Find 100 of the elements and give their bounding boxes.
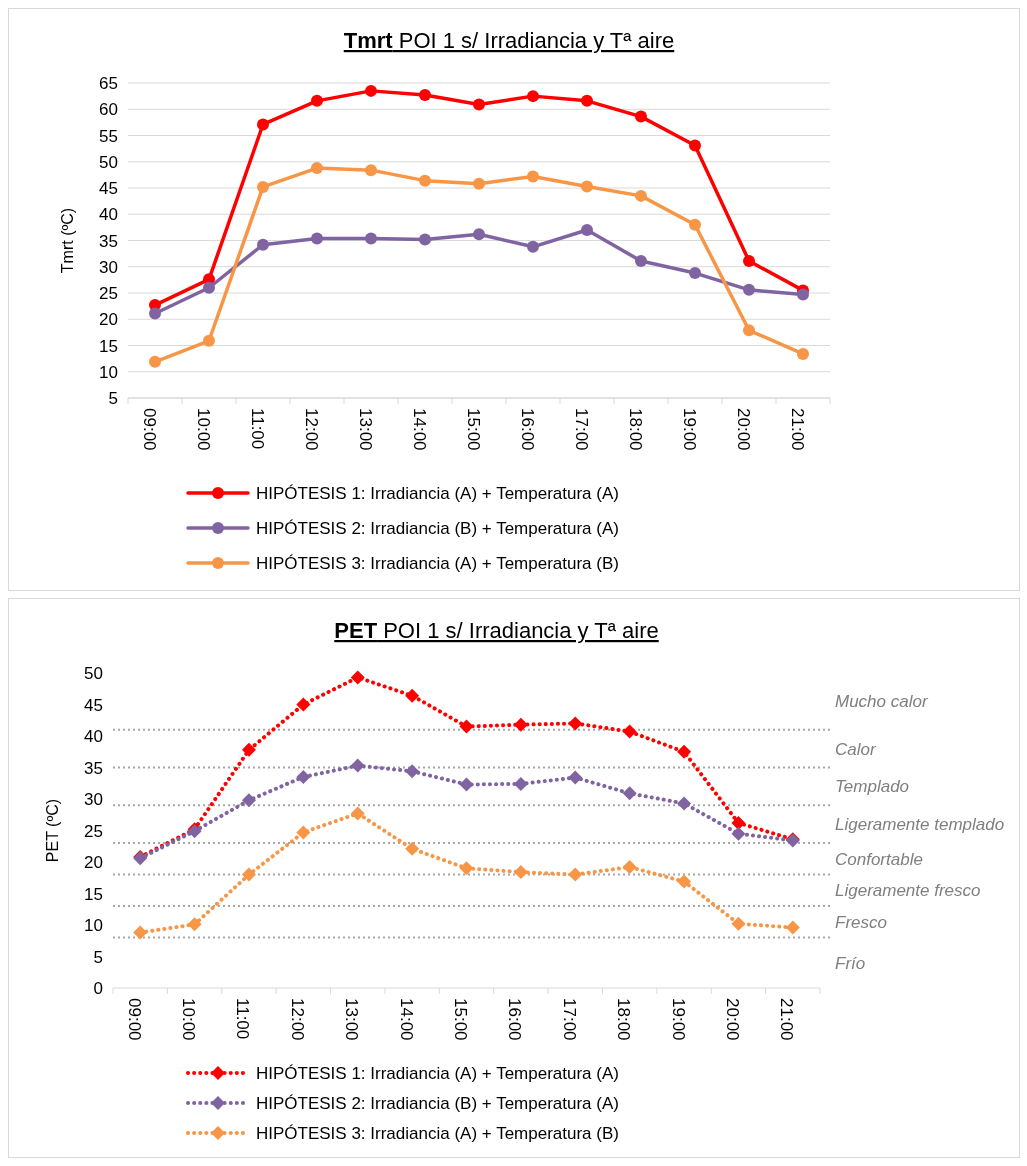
x-tick-label: 14:00: [409, 408, 429, 451]
y-tick-label: 45: [99, 179, 118, 198]
point: [731, 815, 746, 830]
point: [622, 860, 637, 875]
point: [473, 228, 485, 241]
point: [527, 90, 539, 103]
x-tick-label: 12:00: [287, 998, 307, 1041]
y-tick-label: 0: [93, 979, 103, 998]
point: [677, 796, 692, 811]
y-axis-title: PET (ºC): [44, 798, 61, 863]
point: [257, 118, 269, 131]
text: Ligeramente fresco: [835, 881, 981, 901]
x-tick-label: 21:00: [777, 998, 797, 1041]
x-tick-label: 09:00: [139, 408, 159, 451]
point: [350, 758, 365, 773]
legend-label: HIPÓTESIS 2: Irradiancia (B) + Temperatura (A): [256, 519, 619, 538]
y-axis-title: Tmrt (ºC): [59, 207, 76, 274]
x-tick-label: 15:00: [463, 408, 483, 451]
text: Ligeramente templado: [835, 815, 1005, 835]
y-tick-label: 25: [99, 284, 118, 303]
point: [311, 232, 323, 245]
point: [365, 232, 377, 245]
point: [677, 744, 692, 759]
point: [689, 218, 701, 231]
point: [568, 716, 583, 731]
point: [203, 281, 215, 294]
x-tick-label: 17:00: [571, 408, 591, 451]
x-tick-label: 13:00: [342, 998, 362, 1041]
y-tick-label: 45: [84, 695, 103, 715]
y-tick-label: 40: [84, 727, 103, 746]
x-tick-label: 16:00: [517, 408, 537, 451]
point: [731, 916, 746, 931]
chart-title: Tmrt POI 1 s/ Irradiancia y Tª aire: [343, 28, 675, 53]
point: [513, 865, 528, 880]
y-tick-label: 25: [84, 821, 103, 841]
x-tick-label: 09:00: [124, 998, 144, 1041]
point: [677, 874, 692, 889]
y-tick-label: 35: [99, 231, 118, 251]
point: [785, 920, 800, 935]
point: [405, 764, 420, 779]
point: [203, 334, 215, 347]
point: [419, 174, 431, 187]
point: [689, 139, 701, 152]
point: [241, 793, 256, 808]
point: [419, 89, 431, 102]
point: [187, 917, 202, 932]
point: [622, 786, 637, 801]
y-tick-label: 30: [99, 257, 118, 277]
y-tick-label: 50: [99, 152, 118, 172]
point: [797, 288, 809, 301]
point: [635, 189, 647, 202]
point: [743, 283, 755, 296]
text: Mucho calor: [835, 692, 929, 712]
y-tick-label: 15: [99, 336, 118, 356]
point: [743, 324, 755, 337]
point: [581, 94, 593, 107]
y-tick-label: 30: [84, 790, 103, 809]
point: [731, 826, 746, 841]
x-tick-label: 20:00: [722, 998, 742, 1041]
point: [133, 925, 148, 940]
x-tick-label: 18:00: [614, 998, 634, 1041]
y-tick-label: 60: [99, 100, 118, 120]
point: [257, 238, 269, 251]
y-tick-label: 65: [99, 74, 118, 93]
point: [568, 770, 583, 785]
x-tick-label: 10:00: [193, 408, 213, 451]
text: Fresco: [835, 912, 887, 932]
point: [459, 861, 474, 876]
y-tick-label: 50: [84, 664, 103, 683]
y-tick-label: 10: [99, 362, 118, 382]
x-tick-label: 19:00: [679, 408, 699, 451]
point: [365, 164, 377, 177]
point: [296, 697, 311, 712]
x-tick-label: 19:00: [668, 998, 688, 1041]
point: [241, 742, 256, 757]
y-tick-label: 5: [108, 389, 118, 408]
y-tick-label: 20: [99, 310, 118, 330]
text: Confortable: [835, 849, 923, 869]
point: [350, 806, 365, 821]
text: Templado: [835, 777, 910, 797]
point: [513, 717, 528, 732]
x-tick-label: 16:00: [505, 998, 525, 1041]
y-tick-label: 15: [84, 884, 103, 904]
point: [568, 867, 583, 882]
x-tick-label: 11:00: [233, 998, 253, 1040]
point: [527, 170, 539, 183]
y-tick-label: 20: [84, 853, 103, 872]
legend-label: HIPÓTESIS 1: Irradiancia (A) + Temperatura (A): [256, 484, 619, 503]
x-tick-label: 15:00: [451, 998, 471, 1041]
x-tick-label: 12:00: [301, 408, 321, 451]
point: [149, 355, 161, 368]
point: [296, 769, 311, 784]
point: [257, 180, 269, 193]
point: [311, 162, 323, 175]
legend-label: HIPÓTESIS 1: Irradiancia (A) + Temperatura (A): [256, 1064, 619, 1083]
point: [635, 254, 647, 267]
point: [743, 254, 755, 267]
y-tick-label: 55: [99, 126, 118, 146]
chart-title: PET POI 1 s/ Irradiancia y Tª aire: [334, 618, 659, 643]
text: Frío: [835, 953, 866, 973]
